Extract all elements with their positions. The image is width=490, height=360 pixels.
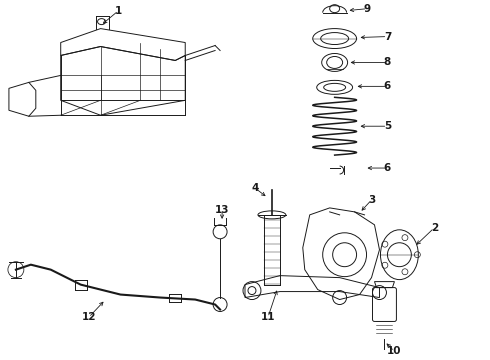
Text: 6: 6 bbox=[384, 163, 391, 173]
Text: 6: 6 bbox=[384, 81, 391, 91]
Text: 5: 5 bbox=[384, 121, 391, 131]
Text: 13: 13 bbox=[215, 205, 229, 215]
Text: 7: 7 bbox=[384, 32, 391, 41]
Text: 12: 12 bbox=[81, 312, 96, 323]
Text: 1: 1 bbox=[115, 6, 122, 15]
Text: 4: 4 bbox=[251, 183, 259, 193]
Text: 10: 10 bbox=[387, 346, 402, 356]
Text: 11: 11 bbox=[261, 312, 275, 323]
Text: 2: 2 bbox=[431, 223, 438, 233]
Text: 9: 9 bbox=[364, 4, 371, 14]
Text: 8: 8 bbox=[384, 58, 391, 67]
Text: 3: 3 bbox=[368, 195, 375, 205]
